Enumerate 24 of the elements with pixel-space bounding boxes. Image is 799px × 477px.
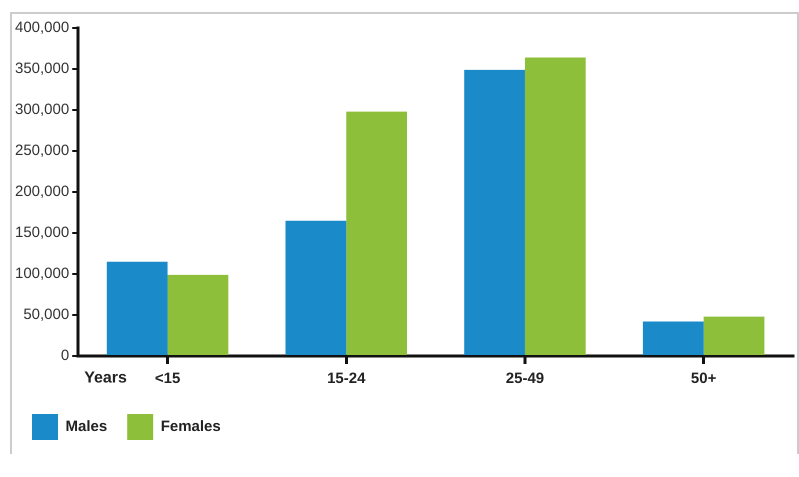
bar (168, 274, 228, 355)
bar (286, 220, 346, 355)
y-tick-label: 100,000 (14, 265, 70, 282)
y-tick-label: 400,000 (14, 19, 70, 36)
bar (524, 58, 586, 355)
y-tick-label: 250,000 (14, 142, 70, 160)
y-tick-label: 350,000 (14, 60, 70, 78)
bar (106, 262, 168, 355)
y-tick-label: 300,000 (14, 101, 70, 118)
x-axis-title: Years (84, 369, 128, 386)
y-tick-label: 200,000 (14, 183, 70, 200)
y-tick-label: 0 (60, 347, 70, 364)
y-tick-label: 50,000 (23, 306, 70, 324)
bar (704, 316, 764, 355)
bar (346, 112, 408, 355)
x-tick-label: 15-24 (327, 370, 366, 388)
y-tick-label: 150,000 (14, 224, 70, 242)
x-tick-label: 50+ (690, 370, 717, 388)
bar (642, 322, 704, 355)
legend-label: Males (66, 418, 108, 436)
x-tick-label: 25-49 (506, 370, 544, 388)
x-tick-label: <15 (154, 370, 180, 388)
legend-label: Females (160, 418, 221, 436)
bar (464, 70, 525, 355)
